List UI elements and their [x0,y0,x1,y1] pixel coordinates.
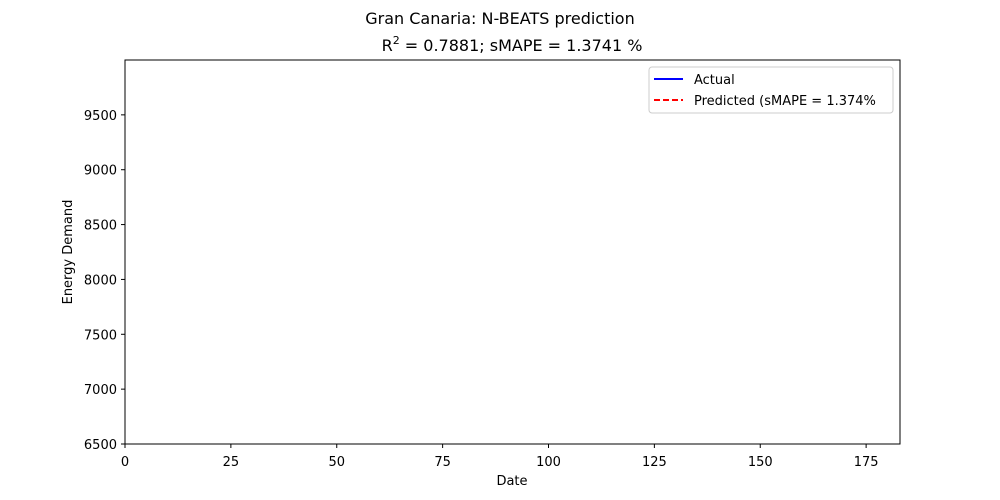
y-tick-label: 8000 [84,273,117,288]
x-tick-label: 125 [642,455,667,470]
x-tick-label: 75 [434,455,451,470]
y-tick-label: 7000 [84,383,117,398]
x-tick-label: 25 [223,455,240,470]
y-tick-label: 6500 [84,438,117,453]
y-axis: 6500 7000 7500 8000 8500 9000 9500 [84,109,125,453]
x-tick-label: 50 [328,455,345,470]
y-tick-label: 9500 [84,109,117,124]
y-tick-label: 7500 [84,328,117,343]
chart-suptitle: Gran Canaria: N-BEATS prediction [365,9,634,28]
chart-title-suffix: = 0.7881; sMAPE = 1.3741 % [400,36,643,55]
x-tick-label: 0 [121,455,129,470]
plot-area [124,59,901,445]
chart-title-superscript: 2 [393,34,400,47]
legend: Actual Predicted (sMAPE = 1.374% [648,66,894,114]
legend-box [648,66,894,114]
legend-label-predicted: Predicted (sMAPE = 1.374% [694,94,876,109]
x-axis-label: Date [496,474,527,489]
legend-label-actual: Actual [694,73,735,88]
chart-title-prefix: R [382,36,393,55]
chart-title: R2 = 0.7881; sMAPE = 1.3741 % [382,34,643,55]
x-axis: 0 25 50 75 100 125 150 175 [121,444,879,470]
y-tick-label: 8500 [84,219,117,234]
x-tick-label: 175 [854,455,879,470]
x-tick-label: 150 [748,455,773,470]
y-axis-label: Energy Demand [61,200,76,305]
x-tick-label: 100 [536,455,561,470]
y-tick-label: 9000 [84,164,117,179]
